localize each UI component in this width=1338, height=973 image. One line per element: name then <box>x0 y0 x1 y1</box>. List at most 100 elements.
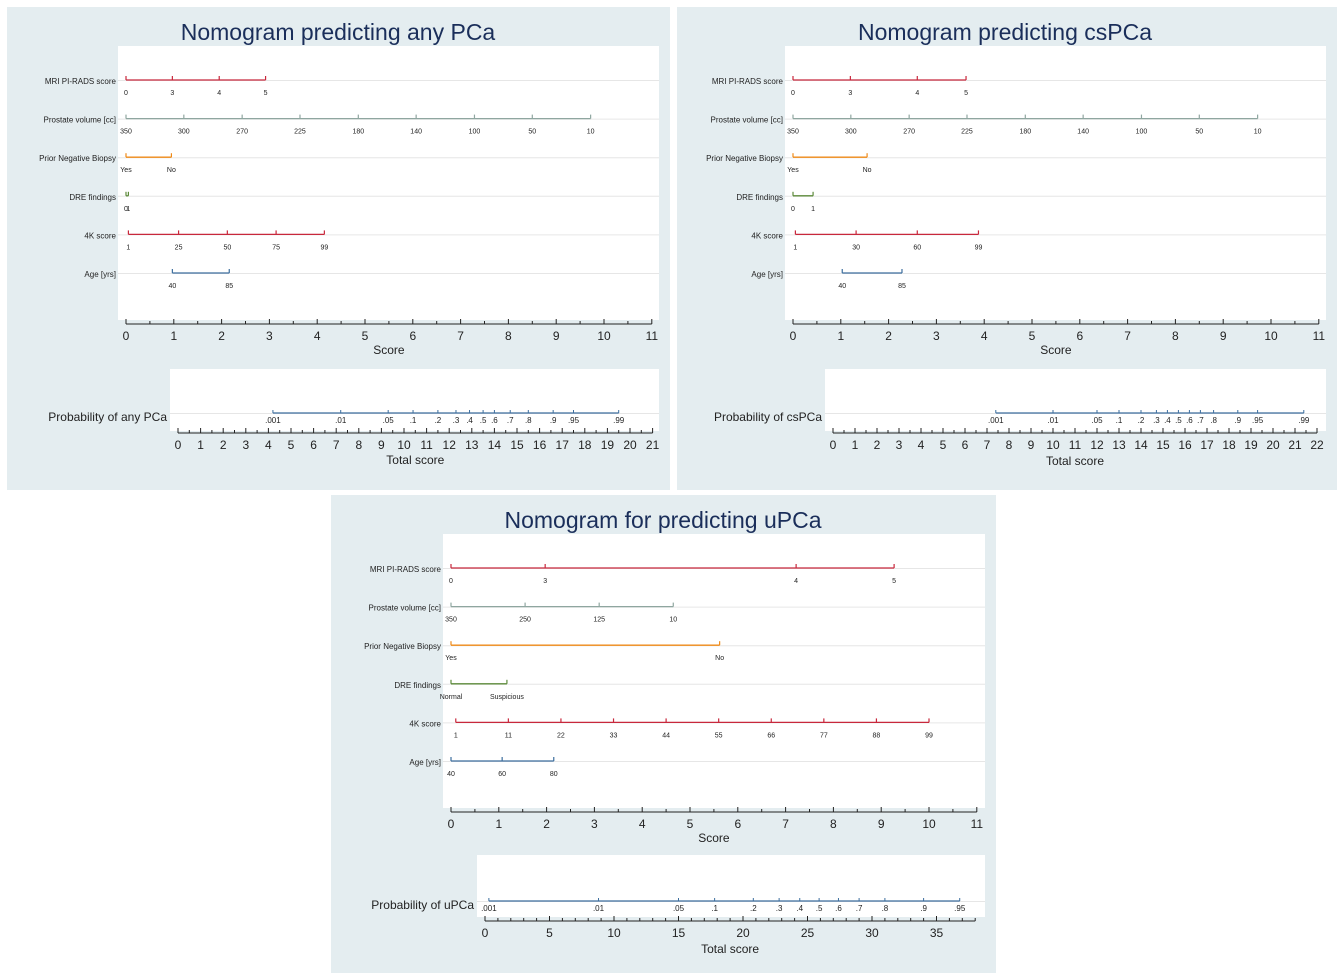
variable-tick-label: 85 <box>898 283 906 290</box>
score-axis-tick-label: 1 <box>170 329 177 343</box>
total-axis-tick-label: 16 <box>533 438 547 452</box>
variable-label: 4K score <box>751 231 783 240</box>
total-axis-tick-label: 21 <box>646 438 660 452</box>
total-axis-tick-label: 21 <box>1288 438 1302 452</box>
total-axis-tick-label: 1 <box>197 438 204 452</box>
total-axis-tick-label: 22 <box>1310 438 1324 452</box>
variable-tick-label: 100 <box>1136 129 1148 136</box>
probability-tick-label: .4 <box>466 416 473 425</box>
variable-tick-label: No <box>167 167 176 174</box>
variable-tick-label: 22 <box>557 732 565 739</box>
total-axis-tick-label: 2 <box>874 438 881 452</box>
variable-tick-label: 11 <box>505 732 512 739</box>
variable-row: DRE findings Normal Suspicious <box>394 679 524 701</box>
score-axis: 0 1 2 3 4 5 6 7 8 9 10 11 Score <box>790 319 1326 357</box>
probability-tick-label: .7 <box>1197 416 1204 425</box>
total-axis-tick-label: 10 <box>397 438 411 452</box>
score-axis-tick-label: 10 <box>922 817 936 831</box>
variable-tick-label: Suspicious <box>490 694 524 701</box>
variable-tick-label: 10 <box>1254 129 1262 136</box>
variable-tick-label: 0 <box>791 206 795 213</box>
total-axis-tick-label: 3 <box>896 438 903 452</box>
probability-tick-label: .5 <box>816 904 823 913</box>
variable-tick-label: 77 <box>820 732 828 739</box>
variable-label: Prostate volume [cc] <box>44 116 116 125</box>
variable-tick-label: 5 <box>264 90 268 97</box>
variable-row: 4K score 1 25 50 75 99 <box>84 230 328 251</box>
score-axis-tick-label: 6 <box>734 817 741 831</box>
variable-tick-label: 225 <box>961 129 973 136</box>
total-axis-tick-label: 18 <box>578 438 592 452</box>
probability-tick-label: .7 <box>507 416 514 425</box>
probability-tick-label: .9 <box>1234 416 1241 425</box>
total-axis-tick-label: 25 <box>801 926 815 940</box>
score-axis-tick-label: 3 <box>266 329 273 343</box>
probability-tick-label: .1 <box>711 904 718 913</box>
score-axis-tick-label: 10 <box>597 329 611 343</box>
total-axis-tick-label: 19 <box>601 438 615 452</box>
score-axis-tick-label: 7 <box>457 329 464 343</box>
total-axis-tick-label: 0 <box>175 438 182 452</box>
variable-label: Age [yrs] <box>409 758 441 767</box>
variable-tick-label: 0 <box>791 90 795 97</box>
variable-label: Prostate volume [cc] <box>369 604 441 613</box>
variable-tick-label: 1 <box>126 244 130 251</box>
probability-tick-label: .5 <box>480 416 487 425</box>
variable-tick-label: 3 <box>170 90 174 97</box>
probability-tick-label: .001 <box>988 416 1004 425</box>
variable-tick-label: 270 <box>236 129 248 136</box>
variable-tick-label: 55 <box>715 732 723 739</box>
variable-tick-label: 350 <box>445 617 457 624</box>
total-axis-tick-label: 11 <box>1069 438 1082 452</box>
total-axis-tick-label: 5 <box>546 926 553 940</box>
total-axis-tick-label: 11 <box>420 438 433 452</box>
score-axis-tick-label: 3 <box>591 817 598 831</box>
probability-tick-label: .05 <box>1091 416 1103 425</box>
total-axis-tick-label: 8 <box>1006 438 1013 452</box>
probability-label: Probability of uPCa <box>371 898 474 912</box>
probability-plot-area <box>170 369 659 431</box>
variable-label: Age [yrs] <box>751 270 783 279</box>
total-axis-label: Total score <box>701 942 759 956</box>
variable-label: MRI PI-RADS score <box>370 565 442 574</box>
score-axis-tick-label: 2 <box>543 817 550 831</box>
score-axis-tick-label: 9 <box>878 817 885 831</box>
total-axis-tick-label: 10 <box>607 926 621 940</box>
variable-tick-label: 350 <box>120 129 132 136</box>
variable-label: DRE findings <box>394 681 441 690</box>
variable-label: Prior Negative Biopsy <box>706 154 783 163</box>
total-axis-tick-label: 0 <box>830 438 837 452</box>
variable-label: Prostate volume [cc] <box>711 116 783 125</box>
total-axis-tick-label: 8 <box>355 438 362 452</box>
variable-tick-label: 180 <box>1019 129 1031 136</box>
probability-label: Probability of csPCa <box>714 410 822 424</box>
variable-row: Prostate volume [cc] 350 250 125 10 <box>369 602 677 624</box>
probability-tick-label: .8 <box>525 416 532 425</box>
variable-tick-label: 25 <box>175 244 183 251</box>
score-axis-tick-label: 11 <box>1313 329 1326 343</box>
variable-tick-label: 75 <box>272 244 280 251</box>
variable-tick-label: 0 <box>124 206 128 213</box>
variable-row: DRE findings 0 1 <box>736 191 815 213</box>
variable-tick-label: 99 <box>975 244 983 251</box>
total-axis-tick-label: 7 <box>984 438 991 452</box>
variable-tick-label: 60 <box>498 771 506 778</box>
variable-tick-label: 4 <box>217 90 221 97</box>
score-axis-tick-label: 4 <box>639 817 646 831</box>
score-axis-tick-label: 10 <box>1264 329 1278 343</box>
variable-tick-label: Normal <box>440 694 463 701</box>
variable-tick-label: 1 <box>793 244 797 251</box>
score-axis-tick-label: 0 <box>448 817 455 831</box>
variable-tick-label: 140 <box>1077 129 1089 136</box>
score-axis-tick-label: 5 <box>362 329 369 343</box>
probability-tick-label: .2 <box>1138 416 1145 425</box>
probability-tick-label: .1 <box>410 416 417 425</box>
variable-tick-label: 125 <box>593 617 605 624</box>
score-axis-tick-label: 2 <box>885 329 892 343</box>
score-axis-tick-label: 11 <box>646 329 659 343</box>
total-axis-tick-label: 19 <box>1244 438 1258 452</box>
variable-row: Age [yrs] 40 85 <box>751 269 906 290</box>
variable-tick-label: No <box>715 655 724 662</box>
total-axis-tick-label: 16 <box>1178 438 1192 452</box>
